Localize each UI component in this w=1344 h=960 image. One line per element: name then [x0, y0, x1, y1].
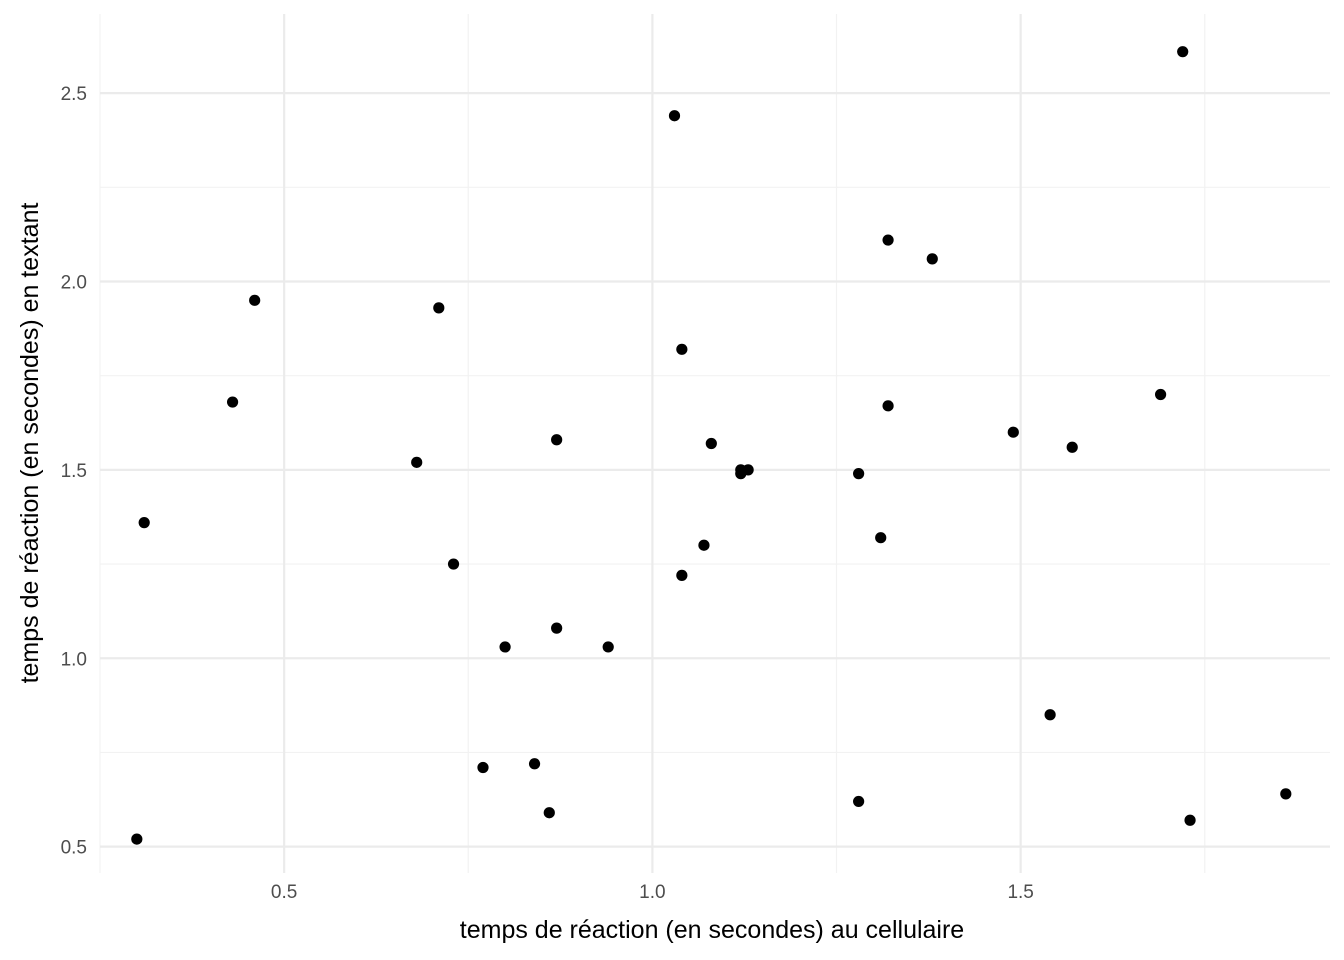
data-point: [676, 343, 688, 355]
data-point: [447, 558, 460, 570]
data-point: [853, 468, 865, 480]
data-point: [477, 761, 489, 774]
x-tick-label: 1.0: [639, 882, 665, 903]
data-point: [882, 400, 894, 412]
data-point: [1280, 788, 1292, 800]
data-point: [433, 302, 445, 314]
data-point: [551, 434, 563, 446]
x-tick-label: 1.5: [1007, 882, 1033, 903]
data-point: [528, 758, 541, 770]
data-points: [131, 46, 1292, 845]
data-point: [499, 641, 511, 653]
y-tick-label: 2.0: [61, 272, 87, 293]
y-tick-label: 0.5: [61, 838, 87, 859]
data-point: [926, 253, 938, 265]
x-axis-tick-labels: 0.5 1.0 1.5: [271, 882, 1034, 903]
major-gridlines: [100, 14, 1330, 873]
data-point: [698, 539, 710, 551]
data-point: [742, 464, 754, 476]
data-point: [853, 795, 865, 808]
data-point: [1007, 426, 1019, 438]
data-point: [602, 641, 614, 653]
data-point: [1066, 441, 1078, 453]
y-tick-label: 1.5: [61, 461, 87, 482]
data-point: [138, 517, 150, 529]
y-axis-title: temps de réaction (en secondes) en texta…: [16, 203, 44, 684]
data-point: [1154, 388, 1167, 401]
data-point: [705, 437, 717, 450]
y-tick-label: 1.0: [61, 649, 87, 670]
data-point: [551, 622, 563, 634]
data-point: [249, 294, 261, 306]
data-point: [1044, 709, 1056, 721]
data-point: [543, 807, 555, 819]
data-point: [875, 532, 887, 544]
y-axis-tick-labels: 0.5 1.0 1.5 2.0 2.5: [61, 84, 87, 859]
data-point: [131, 833, 143, 845]
data-point: [882, 234, 894, 246]
x-axis-title: temps de réaction (en secondes) au cellu…: [460, 916, 964, 944]
x-tick-label: 0.5: [271, 882, 297, 903]
data-point: [226, 396, 239, 408]
minor-gridlines: [99, 14, 1330, 873]
data-point: [411, 456, 423, 468]
y-tick-label: 2.5: [61, 84, 87, 105]
data-point: [1177, 46, 1189, 58]
data-point: [668, 110, 681, 122]
data-point: [1184, 814, 1196, 826]
data-point: [676, 569, 688, 581]
